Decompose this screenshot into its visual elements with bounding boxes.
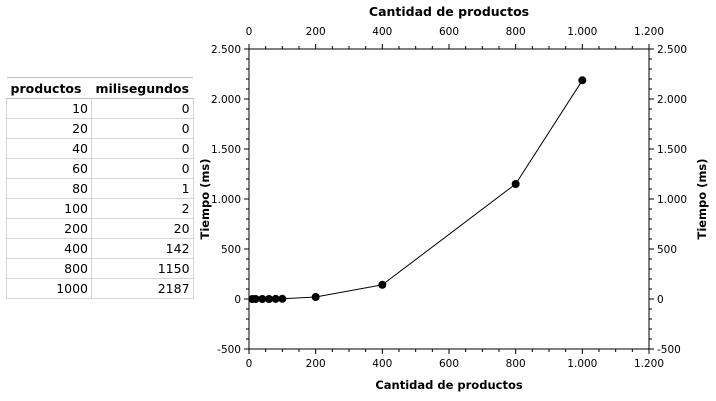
- y-tick-label-right: 1.500: [657, 144, 687, 156]
- y-tick-label-left: 500: [221, 244, 241, 256]
- cell-milisegundos: 1150: [91, 258, 194, 279]
- data-table: productos milisegundos 10 0 20 0 40 0 60 0 80 1 10…: [6, 77, 194, 299]
- cell-milisegundos: 20: [91, 218, 194, 239]
- x-tick-label-bottom: 200: [306, 358, 326, 370]
- series-line: [252, 80, 583, 300]
- data-point: [311, 293, 320, 301]
- column-header-productos: productos: [6, 77, 92, 99]
- y-tick-label-left: 2.000: [211, 94, 241, 106]
- cell-milisegundos: 142: [91, 238, 194, 259]
- x-tick-label-top: 200: [306, 26, 326, 38]
- x-tick-label-bottom: 800: [506, 358, 526, 370]
- y-tick-label-right: 2.000: [657, 94, 687, 106]
- table-row: 400 142: [6, 238, 194, 259]
- table-row: 40 0: [6, 138, 194, 159]
- data-point: [258, 295, 267, 303]
- y-axis-title-left: Tiempo (ms): [198, 158, 212, 239]
- cell-productos: 200: [6, 218, 92, 239]
- x-tick-label-top: 0: [246, 26, 253, 38]
- data-point: [271, 294, 280, 303]
- x-tick-label-bottom: 0: [246, 358, 253, 370]
- x-tick-label-top: 1.200: [634, 26, 664, 38]
- data-point: [265, 295, 273, 303]
- plot-frame: [248, 48, 650, 350]
- x-tick-label-top: 800: [506, 26, 526, 38]
- y-tick-label-right: 500: [657, 244, 677, 256]
- x-tick-label-bottom: 600: [439, 358, 459, 370]
- data-point: [378, 280, 387, 289]
- table-body: 10 0 20 0 40 0 60 0 80 1 100 2 200 20 400 142 800 1150 100…: [6, 98, 194, 299]
- cell-productos: 100: [6, 198, 92, 219]
- x-tick-label-top: 1.000: [567, 26, 597, 38]
- y-tick-label-left: 2.500: [211, 44, 241, 56]
- cell-milisegundos: 2187: [91, 278, 194, 299]
- table-row: 60 0: [6, 158, 194, 179]
- x-tick-label-bottom: 400: [372, 358, 392, 370]
- x-tick-label-top: 400: [372, 26, 392, 38]
- data-point: [278, 294, 287, 303]
- y-axis-title-right: Tiempo (ms): [695, 158, 709, 239]
- x-tick-label-bottom: 1.000: [567, 358, 597, 370]
- x-tick-label-top: 600: [439, 26, 459, 38]
- y-tick-label-right: 0: [657, 294, 664, 306]
- cell-productos: 1000: [6, 278, 92, 299]
- cell-productos: 800: [6, 258, 92, 279]
- table-row: 800 1150: [6, 258, 194, 279]
- y-tick-label-left: -500: [217, 344, 241, 356]
- y-tick-label-right: -500: [657, 344, 681, 356]
- data-point: [251, 295, 260, 303]
- table-row: 1000 2187: [6, 278, 194, 299]
- x-tick-label-bottom: 1.200: [634, 358, 664, 370]
- data-point: [578, 76, 587, 85]
- x-axis-title-bottom: Cantidad de productos: [375, 378, 523, 392]
- data-point: [511, 180, 520, 188]
- y-tick-label-right: 1.000: [657, 194, 687, 206]
- y-tick-label-left: 1.500: [211, 144, 241, 156]
- y-tick-label-right: 2.500: [657, 44, 687, 56]
- x-axis-title-top: Cantidad de productos: [369, 4, 529, 19]
- table-row: 200 20: [6, 218, 194, 239]
- y-tick-label-left: 0: [234, 294, 241, 306]
- y-tick-label-left: 1.000: [211, 194, 241, 206]
